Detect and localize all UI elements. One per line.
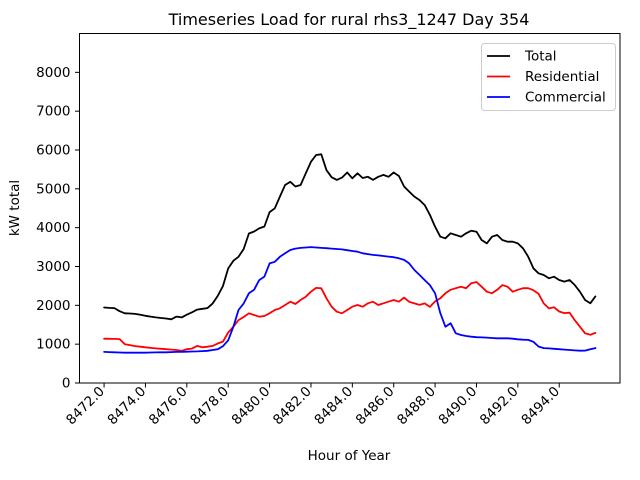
legend-box	[481, 43, 616, 111]
legend-item-commercial: Commercial	[487, 90, 606, 106]
x-tick-label: 8490.0	[436, 384, 481, 429]
x-tick-label: 8492.0	[477, 384, 522, 429]
y-tick-label: 3000	[36, 259, 70, 275]
y-axis-label: kW total	[7, 180, 23, 236]
y-tick-label: 0	[62, 376, 71, 392]
x-tick-label: 8480.0	[229, 384, 274, 429]
x-tick-label: 8484.0	[311, 384, 356, 429]
x-tick-label: 8494.0	[518, 384, 563, 429]
x-tick-label: 8478.0	[187, 384, 232, 429]
series-line-total	[103, 153, 597, 321]
series-group	[103, 153, 597, 354]
y-tick-label: 8000	[36, 65, 70, 81]
legend-label-commercial: Commercial	[525, 90, 606, 106]
x-axis-ticks: 8472.08474.08476.08478.08480.08482.08484…	[63, 383, 563, 428]
legend-label-residential: Residential	[525, 69, 599, 85]
x-tick-label: 8486.0	[353, 384, 398, 429]
x-tick-label: 8488.0	[394, 384, 439, 429]
legend-item-residential: Residential	[487, 69, 599, 85]
x-tick-label: 8474.0	[105, 384, 150, 429]
legend-item-total: Total	[487, 49, 557, 65]
series-line-commercial	[103, 246, 597, 354]
legend-label-total: Total	[524, 49, 557, 65]
y-tick-label: 5000	[36, 181, 70, 197]
y-tick-label: 2000	[36, 298, 70, 314]
y-tick-label: 6000	[36, 143, 70, 159]
y-tick-label: 1000	[36, 337, 70, 353]
y-tick-label: 7000	[36, 104, 70, 120]
legend: Total Residential Commercial	[481, 43, 616, 111]
chart-title: Timeseries Load for rural rhs3_1247 Day …	[168, 10, 530, 30]
x-axis-label: Hour of Year	[308, 448, 391, 464]
series-line-residential	[103, 281, 597, 352]
x-tick-label: 8482.0	[270, 384, 315, 429]
x-tick-label: 8476.0	[146, 384, 191, 429]
y-axis-ticks: 0 1000 2000 3000 4000 5000 6000 7000 8000	[36, 65, 80, 392]
y-tick-label: 4000	[36, 220, 70, 236]
plot-border	[79, 33, 621, 384]
